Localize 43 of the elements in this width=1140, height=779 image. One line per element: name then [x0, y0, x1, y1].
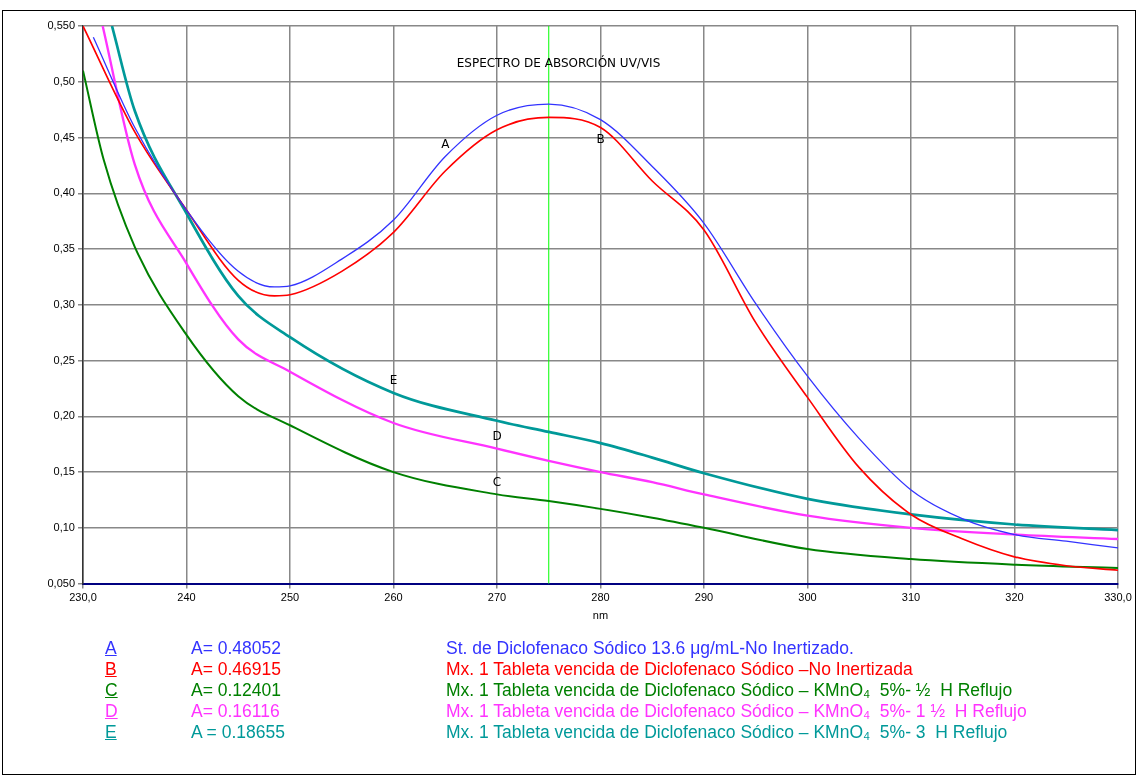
x-tick-label: 310: [901, 591, 921, 604]
y-tick-label: 0,15: [53, 465, 75, 478]
annotation: E: [389, 373, 398, 388]
y-tick-label: 0,30: [53, 297, 75, 310]
annotation: D: [492, 428, 502, 443]
text: A= 0.16116: [191, 701, 281, 722]
x-tick-label: 240: [177, 591, 196, 604]
text: A= 0.46915: [191, 659, 282, 680]
x-tick-label: 230,0: [69, 591, 97, 604]
annotation: B: [596, 131, 605, 146]
text: Mx. 1 Tableta vencida de Diclofenaco Sódico – KMnO₄ 5%- 1 ½ H Reflujo: [446, 701, 1027, 722]
x-tick-label: 330,0: [1104, 591, 1132, 604]
y-tick-label: 0,25: [53, 353, 75, 366]
y-tick-label: 0,40: [53, 186, 75, 199]
y-tick-label: 0,10: [53, 520, 75, 533]
text: Mx. 1 Tableta vencida de Diclofenaco Sódico –No Inertizada: [446, 659, 913, 680]
text: D: [104, 701, 119, 722]
y-tick-label: 0,550: [47, 19, 75, 32]
text: B: [104, 659, 118, 680]
x-tick-label: 270: [487, 591, 507, 604]
y-tick-label: 0,45: [53, 130, 75, 143]
y-tick-label: 0,20: [53, 409, 75, 422]
y-tick-label: 0,50: [53, 74, 75, 87]
x-axis-title: nm: [592, 609, 609, 622]
x-tick-label: 260: [384, 591, 403, 604]
text: Mx. 1 Tableta vencida de Diclofenaco Sódico – KMnO₄ 5%- 3 H Reflujo: [446, 722, 1008, 743]
text: St. de Diclofenaco Sódico 13.6 μg/mL-No Inertizado.: [446, 638, 854, 659]
x-tick-label: 320: [1005, 591, 1024, 604]
text: A = 0.18655: [191, 722, 286, 743]
text: A: [104, 638, 118, 659]
text: A= 0.12401: [191, 680, 282, 701]
annotation: C: [492, 474, 502, 489]
text: E: [104, 722, 118, 743]
x-tick-label: 280: [591, 591, 610, 604]
annotation: A: [441, 136, 451, 151]
text: A= 0.48052: [191, 638, 282, 659]
x-tick-label: 250: [280, 591, 300, 604]
x-tick-label: 290: [694, 591, 714, 604]
y-tick-label: 0,35: [53, 242, 75, 255]
y-tick-label: 0,050: [47, 576, 75, 589]
x-tick-label: 300: [798, 591, 817, 604]
text: Mx. 1 Tableta vencida de Diclofenaco Sódico – KMnO₄ 5%- ½ H Reflujo: [446, 680, 1013, 701]
text: C: [104, 680, 119, 701]
